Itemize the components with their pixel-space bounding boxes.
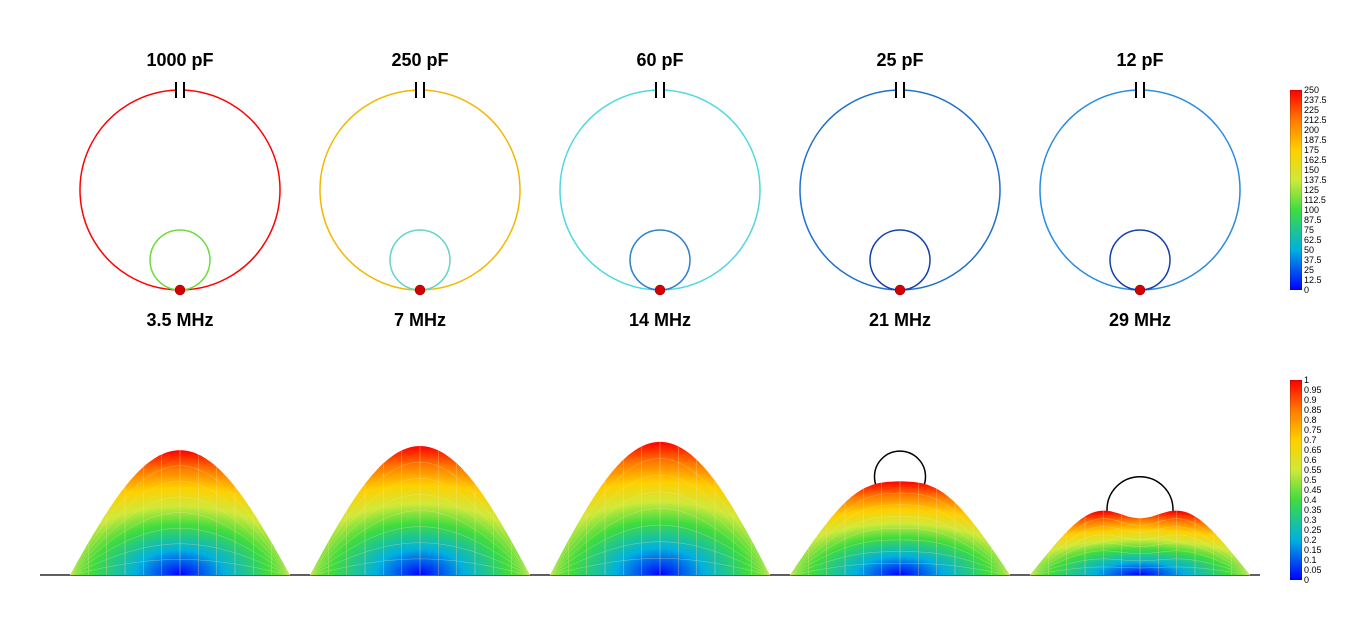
feed-point-icon (895, 285, 905, 295)
colorbar-tick: 25 (1304, 265, 1314, 275)
colorbar-tick: 0.35 (1304, 505, 1322, 515)
colorbar-tick: 12.5 (1304, 275, 1322, 285)
radiation-lobe (550, 442, 770, 575)
colorbar-tick: 0.4 (1304, 495, 1317, 505)
colorbar-tick: 225 (1304, 105, 1319, 115)
radiation-lobe (1030, 511, 1250, 575)
colorbar-tick: 1 (1304, 375, 1309, 385)
colorbar-tick: 150 (1304, 165, 1319, 175)
colorbar-tick: 162.5 (1304, 155, 1327, 165)
capacitance-label: 12 pF (1070, 50, 1210, 71)
colorbar-tick: 237.5 (1304, 95, 1327, 105)
radiation-lobe (310, 446, 530, 575)
colorbar-tick: 125 (1304, 185, 1319, 195)
capacitance-label: 1000 pF (110, 50, 250, 71)
colorbar-tick: 0 (1304, 575, 1309, 585)
feed-point-icon (415, 285, 425, 295)
colorbar-tick: 175 (1304, 145, 1319, 155)
frequency-label: 29 MHz (1070, 310, 1210, 331)
loop-antenna (300, 70, 540, 310)
colorbar-tick: 0.6 (1304, 455, 1317, 465)
radiation-pattern-row (0, 405, 1280, 595)
colorbar-tick: 0.7 (1304, 435, 1317, 445)
colorbar-tick: 0.85 (1304, 405, 1322, 415)
colorbar-tick: 112.5 (1304, 195, 1326, 205)
colorbar-tick: 50 (1304, 245, 1314, 255)
colorbar-tick: 0.2 (1304, 535, 1317, 545)
frequency-label: 14 MHz (590, 310, 730, 331)
colorbar-tick: 0.75 (1304, 425, 1322, 435)
colorbar-gain: 10.950.90.850.80.750.70.650.60.550.50.45… (1290, 380, 1302, 580)
colorbar-tick: 0.65 (1304, 445, 1322, 455)
feed-point-icon (1135, 285, 1145, 295)
colorbar-tick: 75 (1304, 225, 1314, 235)
radiation-lobe (70, 450, 290, 575)
feed-point-icon (175, 285, 185, 295)
colorbar-tick: 87.5 (1304, 215, 1322, 225)
colorbar-tick: 37.5 (1304, 255, 1322, 265)
colorbar-tick: 0.5 (1304, 475, 1317, 485)
feed-point-icon (655, 285, 665, 295)
colorbar-tick: 0.1 (1304, 555, 1317, 565)
colorbar-tick: 137.5 (1304, 175, 1327, 185)
colorbar-tick: 62.5 (1304, 235, 1322, 245)
colorbar-tick: 0.9 (1304, 395, 1317, 405)
colorbar-tick: 0.55 (1304, 465, 1322, 475)
colorbar-tick: 0 (1304, 285, 1309, 295)
colorbar-tick: 0.15 (1304, 545, 1322, 555)
colorbar-tick: 0.8 (1304, 415, 1317, 425)
loop-antenna (1020, 70, 1260, 310)
frequency-label: 3.5 MHz (110, 310, 250, 331)
colorbar-tick: 0.95 (1304, 385, 1322, 395)
capacitance-label: 250 pF (350, 50, 490, 71)
radiation-lobe (790, 481, 1010, 575)
colorbar-tick: 212.5 (1304, 115, 1327, 125)
loop-antenna (780, 70, 1020, 310)
capacitance-label: 60 pF (590, 50, 730, 71)
colorbar-tick: 200 (1304, 125, 1319, 135)
colorbar-tick: 250 (1304, 85, 1319, 95)
loop-antenna (60, 70, 300, 310)
colorbar-tick: 0.25 (1304, 525, 1322, 535)
colorbar-tick: 0.3 (1304, 515, 1317, 525)
frequency-label: 7 MHz (350, 310, 490, 331)
capacitance-label: 25 pF (830, 50, 970, 71)
loop-antenna (540, 70, 780, 310)
colorbar-tick: 0.05 (1304, 565, 1322, 575)
colorbar-tick: 100 (1304, 205, 1319, 215)
colorbar-current: 250237.5225212.5200187.5175162.5150137.5… (1290, 90, 1302, 290)
frequency-label: 21 MHz (830, 310, 970, 331)
colorbar-tick: 187.5 (1304, 135, 1327, 145)
colorbar-tick: 0.45 (1304, 485, 1322, 495)
